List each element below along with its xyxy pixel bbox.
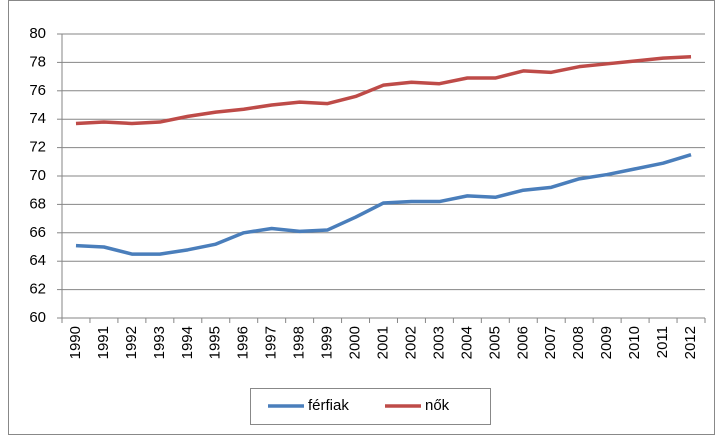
x-tick-label: 1996	[235, 326, 252, 359]
y-tick-label: 74	[29, 110, 46, 127]
x-tick-label: 1997	[263, 326, 280, 359]
x-tick-label: 1993	[151, 326, 168, 359]
y-tick-label: 70	[29, 167, 46, 184]
x-tick-label: 2007	[542, 326, 559, 359]
y-tick-label: 64	[29, 252, 46, 269]
x-tick-label: 2000	[347, 326, 364, 359]
x-tick-label: 1994	[179, 326, 196, 359]
x-tick-label: 2003	[430, 326, 447, 359]
y-tick-label: 72	[29, 139, 46, 156]
y-tick-label: 76	[29, 82, 46, 99]
x-tick-label: 2006	[514, 326, 531, 359]
x-tick-label: 2001	[374, 326, 391, 359]
y-tick-label: 60	[29, 309, 46, 326]
legend-label: férfiak	[308, 397, 349, 414]
series-line	[75, 153, 692, 256]
x-tick-label: 1995	[207, 326, 224, 359]
x-tick-label: 2005	[486, 326, 503, 359]
series-line	[75, 54, 692, 126]
x-tick-label: 2004	[458, 326, 475, 359]
x-tick-label: 2012	[682, 326, 699, 359]
x-tick-label: 1991	[95, 326, 112, 359]
y-tick-label: 62	[29, 281, 46, 298]
x-tick-label: 1990	[67, 326, 84, 359]
x-tick-label: 2011	[654, 326, 671, 358]
chart-frame	[8, 0, 715, 435]
x-tick-label: 1999	[319, 326, 336, 359]
legend-label: nők	[425, 397, 450, 414]
x-tick-label: 2009	[598, 326, 615, 359]
y-tick-label: 80	[29, 25, 46, 42]
x-tick-label: 2002	[402, 326, 419, 359]
x-tick-label: 1998	[291, 326, 308, 359]
x-tick-label: 2008	[570, 326, 587, 359]
x-tick-label: 2010	[626, 326, 643, 359]
y-tick-label: 78	[29, 53, 46, 70]
x-tick-label: 1992	[123, 326, 140, 359]
y-tick-label: 68	[29, 195, 46, 212]
y-tick-label: 66	[29, 224, 46, 241]
